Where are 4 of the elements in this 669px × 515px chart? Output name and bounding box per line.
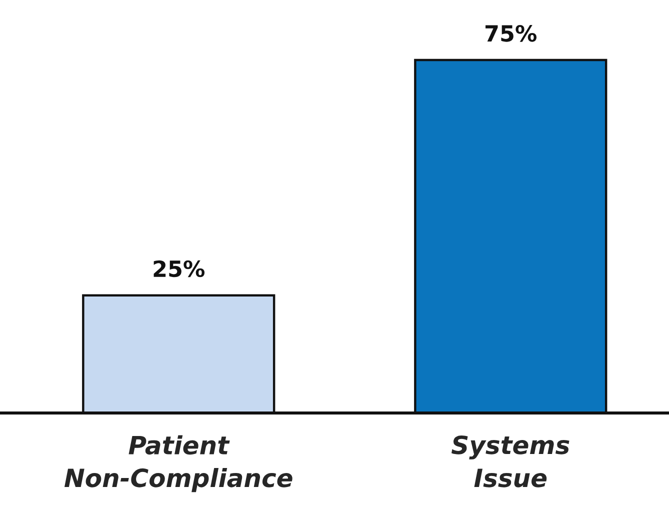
data-label: 25% (154, 260, 205, 278)
x-tick-label: Patient Non-Compliance (64, 435, 292, 492)
data-label: 75% (486, 25, 537, 42)
x-tick-label: Systems Issue (452, 435, 570, 488)
